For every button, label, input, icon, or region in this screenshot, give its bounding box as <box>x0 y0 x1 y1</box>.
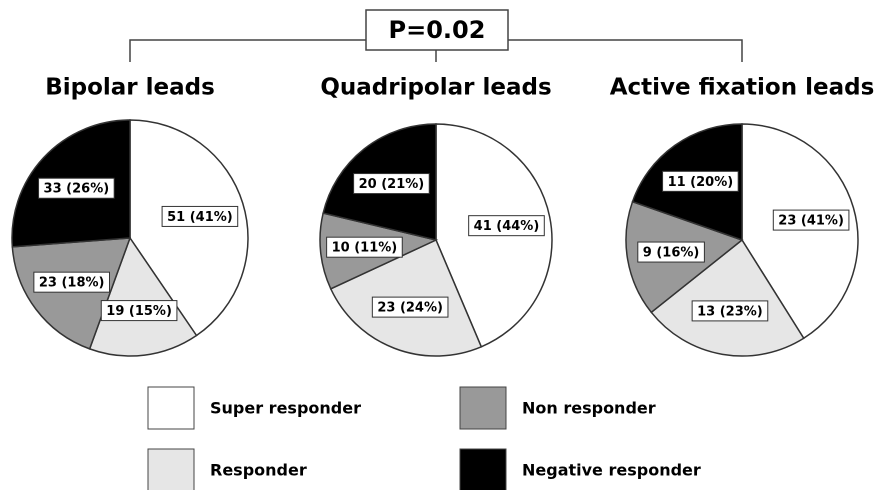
value-label: 51 (41%) <box>161 205 239 227</box>
pie-slice <box>129 119 249 337</box>
value-label-box <box>662 170 739 192</box>
legend-label: Negative responder <box>522 461 701 480</box>
value-label-text: 11 (20%) <box>668 175 734 190</box>
value-label: 41 (44%) <box>468 215 545 237</box>
pie-slice <box>650 238 805 357</box>
value-label: 19 (15%) <box>100 300 178 322</box>
value-label-box <box>468 215 545 237</box>
value-label-box <box>33 271 110 293</box>
pie-slice <box>11 237 132 350</box>
value-label-text: 13 (23%) <box>697 304 763 319</box>
value-label-text: 9 (16%) <box>643 246 700 261</box>
pie-slice <box>741 123 859 340</box>
value-label: 23 (18%) <box>33 271 110 293</box>
value-label-text: 41 (44%) <box>474 219 540 234</box>
value-label-box <box>38 177 115 199</box>
value-label: 9 (16%) <box>637 241 705 263</box>
value-label-text: 23 (41%) <box>778 214 844 229</box>
bracket-left <box>129 39 366 62</box>
legend-label: Super responder <box>210 399 361 418</box>
value-label-box <box>353 173 430 195</box>
value-label-box <box>371 296 449 318</box>
p-value: P=0.02 <box>389 16 486 44</box>
value-label: 23 (24%) <box>371 296 449 318</box>
value-label: 11 (20%) <box>662 170 739 192</box>
value-label-text: 51 (41%) <box>167 210 233 225</box>
value-label-text: 23 (24%) <box>377 301 443 316</box>
pie-slice <box>88 236 198 357</box>
value-label: 33 (26%) <box>38 177 115 199</box>
legend-swatch <box>459 448 507 490</box>
value-label-text: 20 (21%) <box>359 177 425 192</box>
value-label-text: 23 (18%) <box>39 276 105 291</box>
value-label-box <box>691 300 769 322</box>
p-box <box>365 9 509 51</box>
value-label-box <box>161 205 239 227</box>
legend-label: Responder <box>210 461 307 480</box>
value-label: 20 (21%) <box>353 173 430 195</box>
value-label: 23 (41%) <box>772 209 850 231</box>
pie-title: Active fixation leads <box>610 75 875 101</box>
value-label: 10 (11%) <box>326 236 403 258</box>
pie-title: Quadripolar leads <box>320 75 551 101</box>
value-label-box <box>326 236 403 258</box>
value-label-text: 10 (11%) <box>332 241 398 256</box>
value-label-text: 19 (15%) <box>106 304 172 319</box>
pie-title: Bipolar leads <box>45 75 215 101</box>
bracket-right <box>508 39 743 62</box>
bracket <box>129 39 743 62</box>
value-label: 13 (23%) <box>691 300 769 322</box>
legend-swatch <box>147 386 195 430</box>
value-label-text: 33 (26%) <box>44 182 110 197</box>
value-label-box <box>637 241 705 263</box>
value-label-box <box>772 209 850 231</box>
legend-swatch <box>459 386 507 430</box>
legend-label: Non responder <box>522 399 656 418</box>
legend-swatch <box>147 448 195 490</box>
value-label-box <box>100 300 178 322</box>
